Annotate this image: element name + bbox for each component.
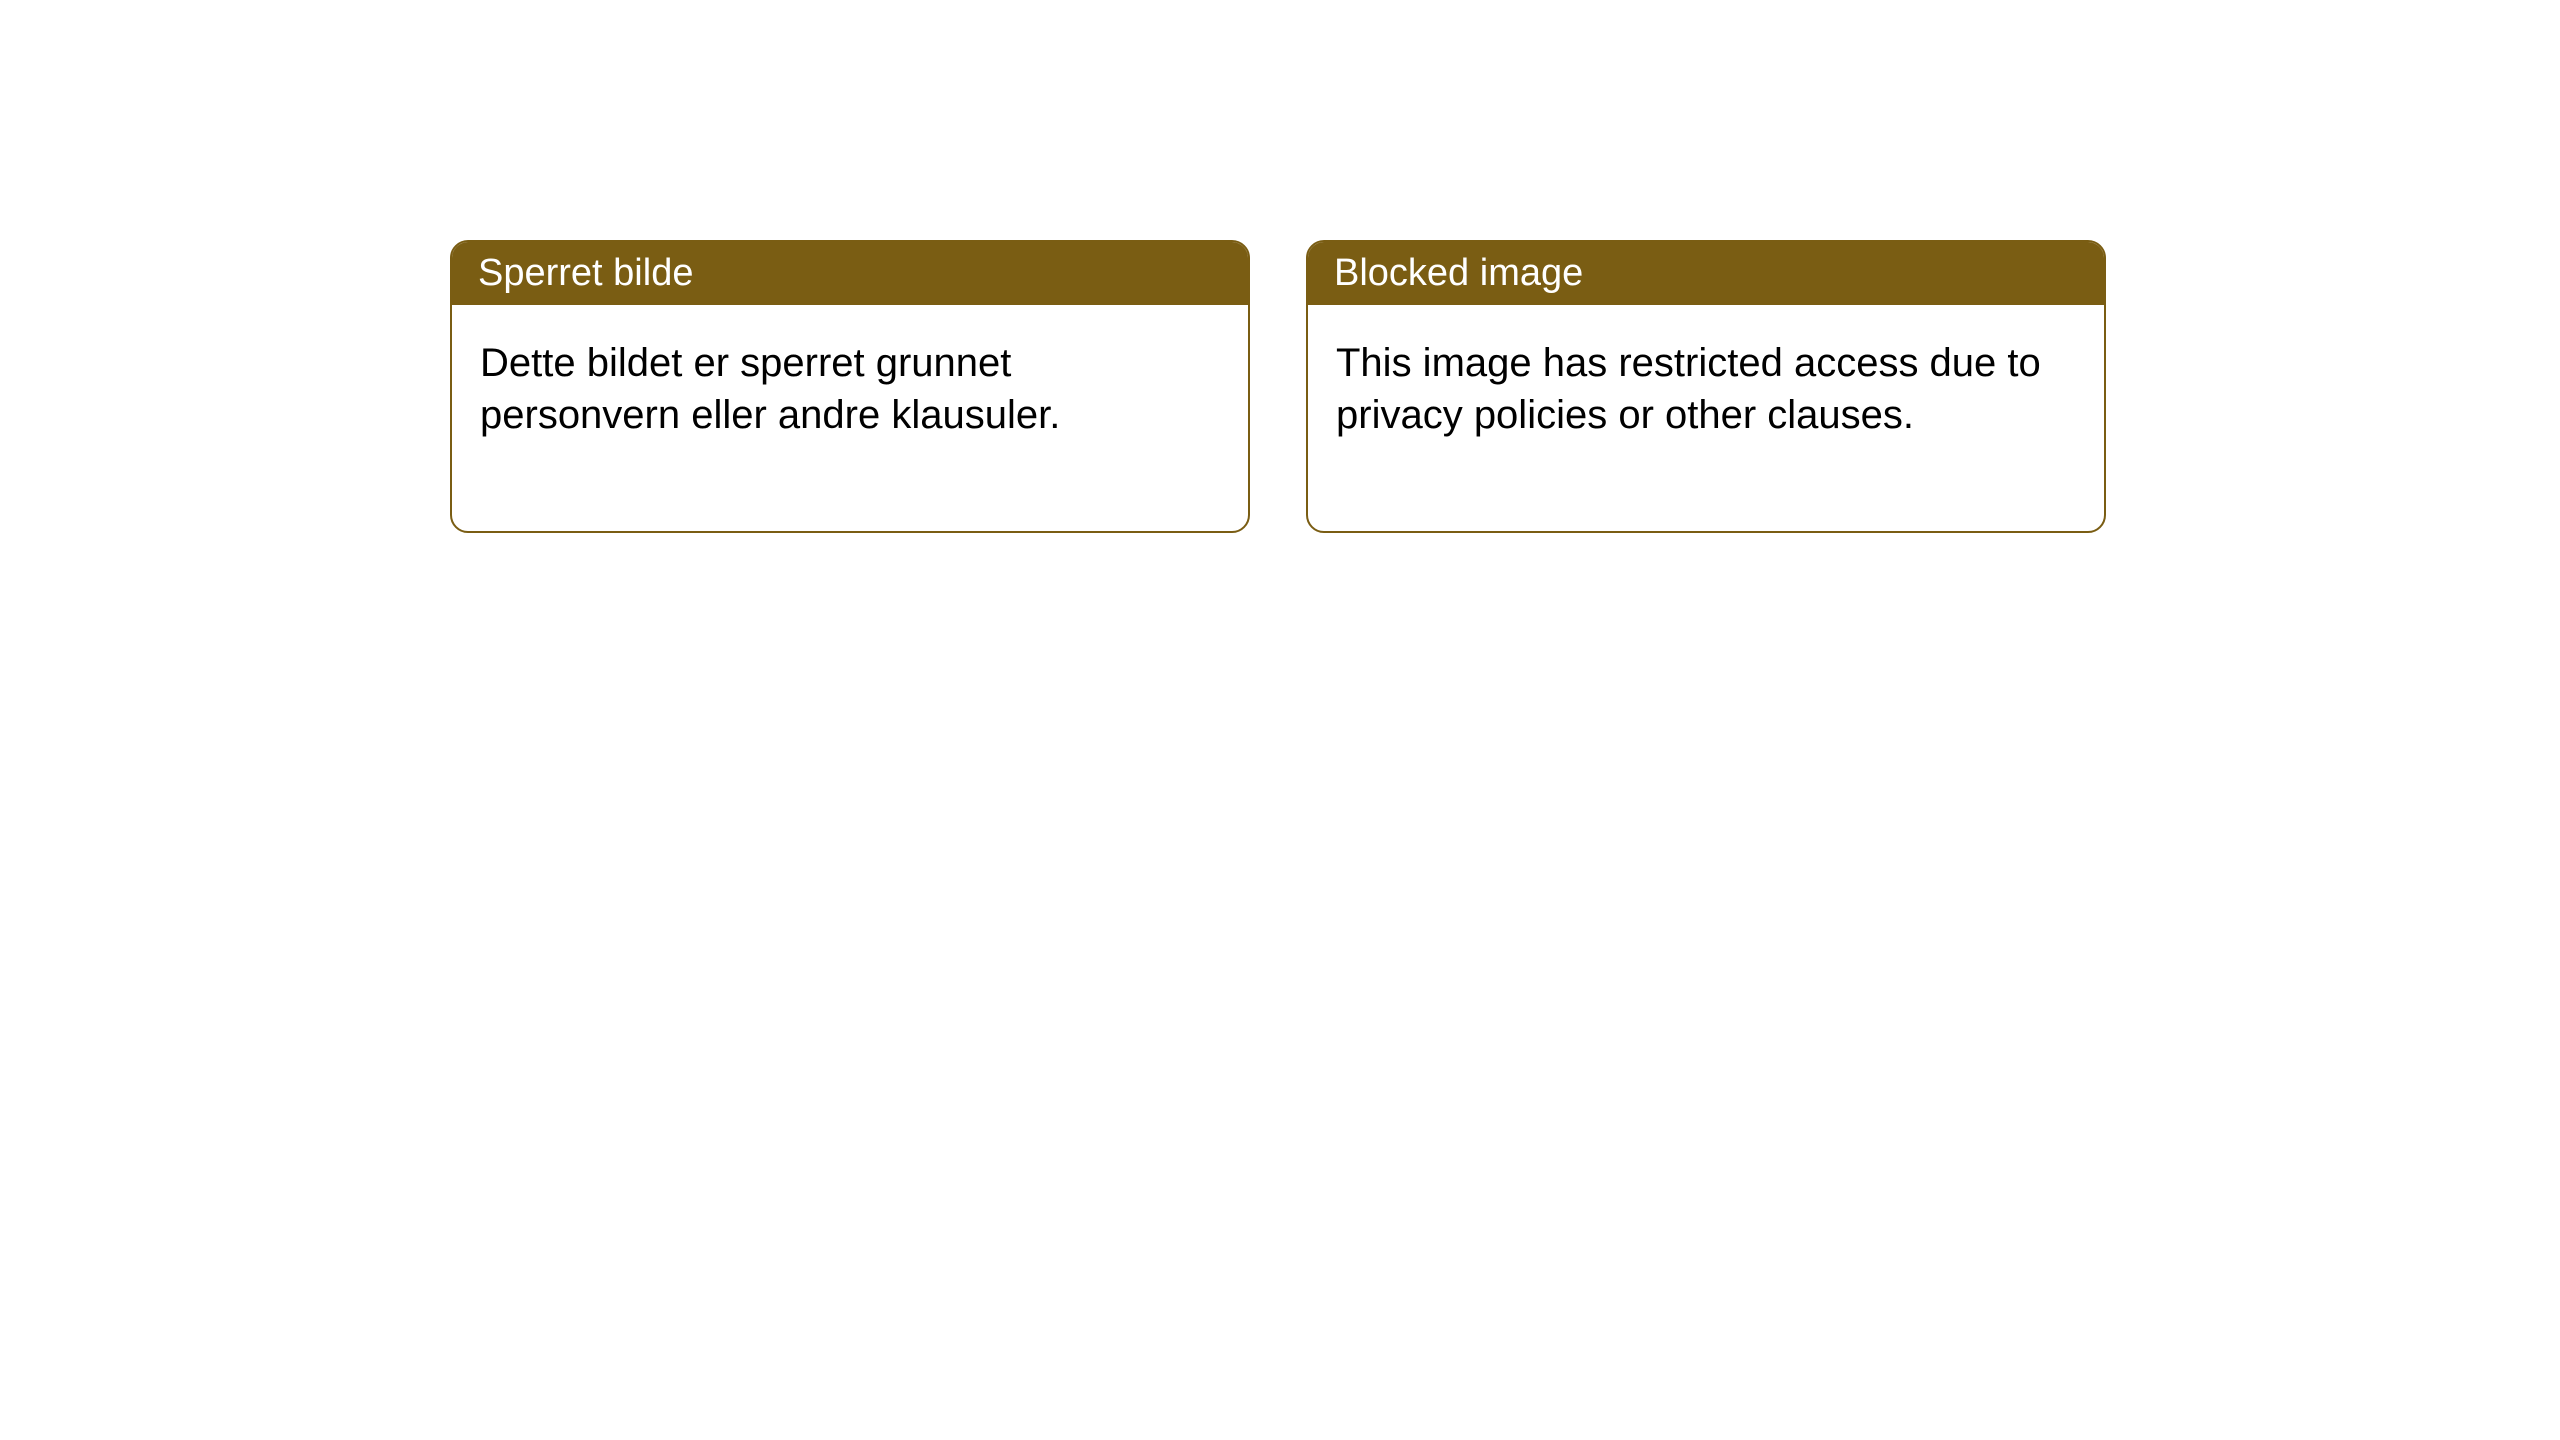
notice-text: This image has restricted access due to … <box>1336 341 2041 437</box>
notice-body: Dette bildet er sperret grunnet personve… <box>452 305 1248 531</box>
notice-card-english: Blocked image This image has restricted … <box>1306 240 2106 533</box>
notice-title: Blocked image <box>1334 252 1583 294</box>
notice-container: Sperret bilde Dette bildet er sperret gr… <box>450 240 2106 533</box>
notice-header: Blocked image <box>1308 242 2104 305</box>
notice-title: Sperret bilde <box>478 252 693 294</box>
notice-text: Dette bildet er sperret grunnet personve… <box>480 341 1060 437</box>
notice-card-norwegian: Sperret bilde Dette bildet er sperret gr… <box>450 240 1250 533</box>
notice-body: This image has restricted access due to … <box>1308 305 2104 531</box>
notice-header: Sperret bilde <box>452 242 1248 305</box>
